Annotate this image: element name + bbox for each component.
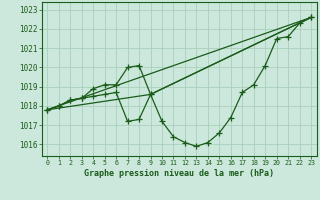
- X-axis label: Graphe pression niveau de la mer (hPa): Graphe pression niveau de la mer (hPa): [84, 169, 274, 178]
